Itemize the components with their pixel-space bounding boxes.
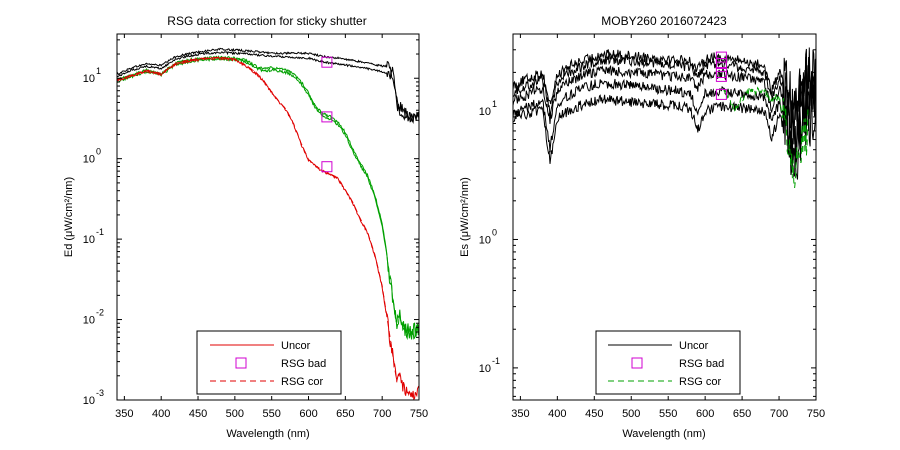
series-line (513, 58, 816, 154)
x-axis-ticks: 350 400 450 500 550 600 650 700 750 (115, 34, 428, 420)
plot-area (513, 44, 816, 188)
y-tick-exponent: 1 (492, 99, 497, 109)
legend-label-rsg-bad: RSG bad (281, 358, 326, 370)
x-tick-label: 450 (585, 408, 603, 420)
legend-label-rsg-cor: RSG cor (679, 376, 722, 388)
x-tick-label: 750 (410, 408, 428, 420)
chart-title: MOBY260 2016072423 (601, 14, 727, 28)
rsg-bad-marker (321, 111, 333, 123)
axes-frame (512, 33, 817, 401)
chart-title: RSG data correction for sticky shutter (167, 14, 366, 28)
rsg-bad-marker (321, 56, 333, 68)
x-tick-label: 500 (226, 408, 244, 420)
x-tick-label: 550 (659, 408, 677, 420)
axes-frame (116, 33, 420, 401)
y-tick-label: 10 (83, 395, 95, 407)
legend-marker-rsg-bad (631, 357, 643, 369)
x-tick-label: 400 (548, 408, 566, 420)
legend-label-rsg-cor: RSG cor (281, 376, 324, 388)
plot-area (117, 47, 419, 400)
left-chart: RSG data correction for sticky shutter 3… (63, 14, 428, 440)
series-line (513, 44, 816, 144)
x-tick-label: 700 (373, 408, 391, 420)
x-axis-label: Wavelength (nm) (622, 428, 705, 440)
x-axis-ticks: 350 400 450 500 550 600 650 700 750 (511, 34, 825, 420)
y-tick-exponent: -2 (96, 308, 104, 318)
series-line (117, 47, 419, 125)
series-line (117, 56, 398, 383)
y-axis-label: Es (μW/cm²/nm) (459, 177, 471, 257)
series-line (513, 76, 816, 178)
legend-box (595, 330, 741, 395)
y-tick-exponent: -3 (96, 388, 104, 398)
rsg-bad-marker (715, 58, 727, 69)
x-axis-label: Wavelength (nm) (226, 428, 309, 440)
x-tick-label: 750 (807, 408, 825, 420)
legend: Uncor RSG bad RSG cor (196, 330, 342, 395)
legend: Uncor RSG bad RSG cor (595, 330, 741, 395)
y-tick-exponent: -1 (96, 227, 104, 237)
y-tick-label: 10 (479, 106, 491, 118)
legend-marker-rsg-bad (235, 357, 247, 369)
x-tick-label: 500 (622, 408, 640, 420)
rsg-bad-marker (715, 70, 727, 82)
x-tick-label: 450 (189, 408, 207, 420)
x-tick-label: 550 (263, 408, 281, 420)
y-tick-exponent: -1 (492, 356, 500, 366)
legend-box (196, 330, 342, 395)
series-line (117, 56, 419, 341)
y-tick-label: 10 (83, 315, 95, 327)
legend-label-uncor: Uncor (679, 340, 709, 352)
rsg-bad-marker (715, 88, 727, 100)
x-tick-label: 650 (733, 408, 751, 420)
rsg-bad-marker (321, 161, 333, 173)
series-line (117, 51, 419, 122)
y-tick-label: 10 (83, 234, 95, 246)
y-tick-exponent: 1 (96, 66, 101, 76)
series-line (513, 86, 816, 180)
legend-label-rsg-bad: RSG bad (679, 358, 724, 370)
x-tick-label: 350 (511, 408, 529, 420)
x-tick-label: 350 (115, 408, 133, 420)
y-tick-label: 10 (479, 363, 491, 375)
y-tick-label: 10 (83, 73, 95, 85)
x-tick-label: 600 (696, 408, 714, 420)
series-line (723, 86, 809, 188)
legend-label-uncor: Uncor (281, 340, 311, 352)
right-chart: MOBY260 2016072423 350 400 450 500 550 600 650… (459, 14, 825, 440)
y-tick-label: 10 (479, 234, 491, 246)
y-axis-label: Ed (μW/cm²/nm) (63, 177, 75, 257)
x-tick-label: 600 (299, 408, 317, 420)
y-tick-exponent: 0 (96, 147, 101, 157)
y-tick-label: 10 (83, 154, 95, 166)
x-tick-label: 700 (770, 408, 788, 420)
y-tick-exponent: 0 (492, 227, 497, 237)
x-tick-label: 650 (336, 408, 354, 420)
rsg-bad-marker (715, 51, 727, 63)
x-tick-label: 400 (152, 408, 170, 420)
